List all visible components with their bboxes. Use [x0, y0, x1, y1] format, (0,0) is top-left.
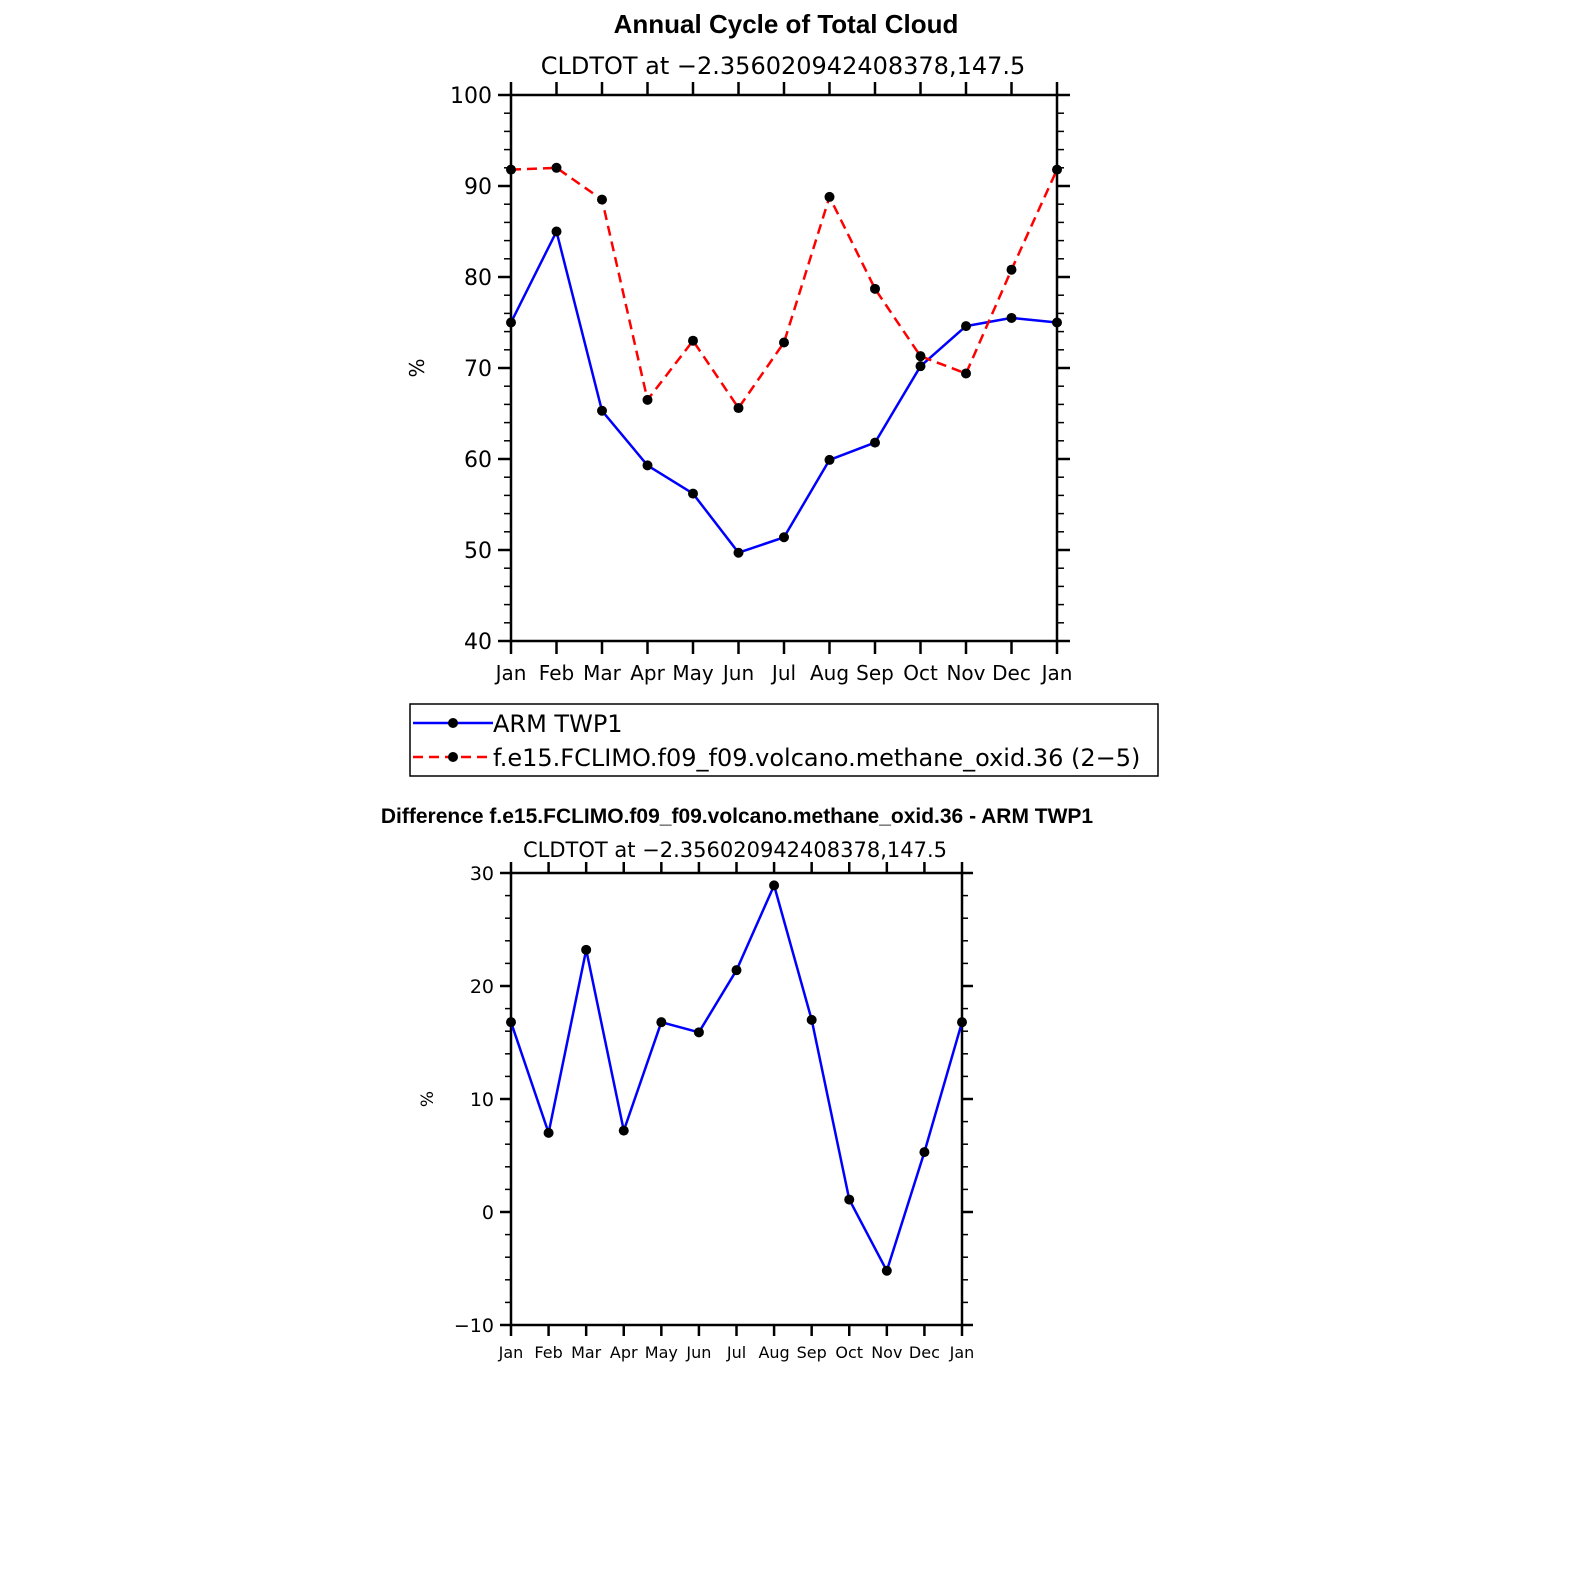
bottom-x-tick-label: May	[645, 1343, 678, 1362]
bottom-series-0-point	[618, 1125, 629, 1136]
bottom-x-tick-label: Jul	[726, 1343, 746, 1362]
top-x-tick-label: Aug	[810, 661, 849, 685]
top-series-0-point	[551, 226, 562, 237]
top-x-tick-label: Jan	[1040, 661, 1073, 685]
top-series-1-point	[961, 368, 971, 379]
top-x-tick-label: May	[672, 661, 714, 685]
bottom-plot-frame	[509, 871, 964, 1327]
top-series-1-point	[779, 337, 789, 348]
bottom-series-0-point	[656, 1017, 667, 1028]
bottom-x-tick-label: Jan	[498, 1343, 524, 1362]
top-y-tick-label: 80	[464, 266, 492, 291]
top-y-tick-label: 100	[450, 84, 492, 109]
top-series-0-point	[961, 321, 971, 332]
legend-model-marker	[448, 752, 458, 762]
legend-box	[409, 703, 1159, 777]
top-y-tick-label: 90	[464, 175, 492, 200]
top-y-axis-label: %	[405, 358, 429, 377]
top-series-0-point	[1006, 312, 1017, 323]
top-x-tick-label: Jun	[721, 661, 754, 685]
top-series-0-point	[733, 547, 744, 558]
top-x-tick-label: Feb	[539, 661, 574, 685]
top-series-0-point	[779, 532, 789, 543]
bottom-series-0-point	[881, 1265, 892, 1276]
top-series-1-point	[688, 335, 698, 346]
top-x-tick-label: Dec	[992, 661, 1031, 685]
top-series-0-point	[688, 488, 698, 499]
top-series-0-point	[642, 460, 653, 471]
top-x-tick-label: Mar	[583, 661, 622, 685]
bottom-chart-subtitle: CLDTOT at −2.356020942408378,147.5	[523, 838, 947, 862]
top-chart-subtitle: CLDTOT at −2.356020942408378,147.5	[541, 52, 1026, 80]
top-series-1-point	[915, 351, 926, 362]
bottom-series-0-point	[919, 1147, 930, 1158]
top-x-tick-label: Nov	[946, 661, 985, 685]
bottom-x-tick-label: Dec	[909, 1343, 940, 1362]
bottom-series-0-point	[806, 1014, 817, 1025]
bottom-series-0-point	[731, 965, 742, 976]
top-series-0-point	[824, 454, 835, 465]
bottom-x-tick-label: Feb	[534, 1343, 562, 1362]
bottom-plot-area: Jan Feb Mar Apr May Jun Jul Aug Sep Oct Nov Dec Jan−…	[454, 862, 974, 1362]
top-plot-area: Jan Feb Mar Apr May Jun Jul Aug Sep Oct Nov Dec Jan4…	[450, 82, 1072, 685]
top-series-1-point	[597, 194, 607, 205]
bottom-series-0-point	[769, 880, 780, 891]
bottom-series-0-point	[693, 1027, 704, 1038]
top-series-1-point	[1006, 264, 1017, 275]
bottom-y-tick-label: 30	[470, 863, 494, 885]
top-x-tick-label: Oct	[903, 661, 938, 685]
bottom-y-tick-label: 20	[470, 976, 494, 998]
bottom-x-tick-label: Jun	[685, 1343, 711, 1362]
bottom-series-line-0	[509, 884, 964, 1273]
top-series-1-point	[824, 191, 835, 202]
bottom-x-tick-label: Oct	[835, 1343, 863, 1362]
top-plot-frame	[509, 93, 1059, 643]
top-series-0-point	[915, 361, 926, 372]
top-x-tick-label: Sep	[856, 661, 894, 685]
top-x-tick-label: Apr	[630, 661, 665, 685]
top-y-tick-label: 70	[464, 357, 492, 382]
legend-arm-label: ARM TWP1	[493, 710, 623, 738]
legend-arm-marker	[448, 718, 458, 728]
bottom-series-0-point	[543, 1127, 554, 1138]
bottom-x-tick-label: Jan	[949, 1343, 975, 1362]
bottom-series-0-point	[957, 1017, 967, 1028]
top-series-line-0	[509, 230, 1058, 554]
top-series-0-point	[1052, 317, 1062, 328]
bottom-x-tick-label: Sep	[797, 1343, 827, 1362]
top-series-1-point	[551, 162, 562, 173]
top-x-tick-label: Jul	[770, 661, 796, 685]
top-y-tick-label: 50	[464, 539, 492, 564]
bottom-x-tick-label: Apr	[610, 1343, 638, 1362]
top-series-0-point	[597, 405, 607, 416]
bottom-series-0-point	[844, 1194, 855, 1205]
bottom-series-0-point	[506, 1017, 516, 1028]
bottom-series-0-point	[581, 944, 592, 955]
bottom-y-tick-label: 10	[470, 1089, 494, 1111]
top-y-tick-label: 40	[464, 630, 492, 655]
top-series-1-point	[1052, 164, 1062, 175]
bottom-y-axis-label: %	[418, 1091, 438, 1107]
top-series-1-point	[733, 403, 744, 414]
top-series-0-point	[870, 437, 880, 448]
top-x-tick-label: Jan	[494, 661, 527, 685]
legend-model-label: f.e15.FCLIMO.f09_f09.volcano.methane_oxi…	[493, 744, 1140, 772]
top-series-1-point	[642, 394, 653, 405]
top-series-1-point	[506, 164, 516, 175]
legend: ARM TWP1 f.e15.FCLIMO.f09_f09.volcano.me…	[409, 703, 1159, 777]
bottom-chart-title: Difference f.e15.FCLIMO.f09_f09.volcano.…	[381, 805, 1094, 828]
top-series-1-point	[870, 283, 880, 294]
bottom-x-tick-label: Nov	[871, 1343, 902, 1362]
bottom-y-tick-label: −10	[454, 1315, 494, 1337]
bottom-x-tick-label: Aug	[758, 1343, 789, 1362]
bottom-y-tick-label: 0	[482, 1202, 494, 1224]
bottom-x-tick-label: Mar	[571, 1343, 602, 1362]
top-series-0-point	[506, 317, 516, 328]
top-chart-title: Annual Cycle of Total Cloud	[614, 9, 959, 39]
top-y-tick-label: 60	[464, 448, 492, 473]
